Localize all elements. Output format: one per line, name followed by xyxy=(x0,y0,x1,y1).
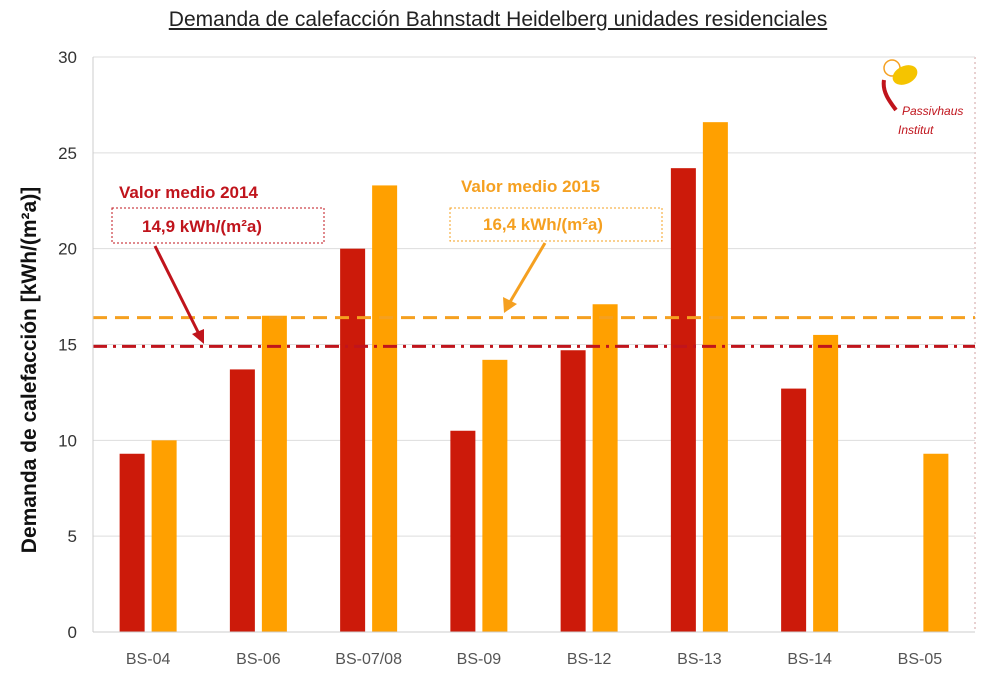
annotation-2015: Valor medio 2015 16,4 kWh/(m²a) xyxy=(449,177,663,313)
bar-series2 xyxy=(702,122,728,633)
x-tick-label: BS-06 xyxy=(236,651,281,668)
y-tick-label: 0 xyxy=(68,623,77,642)
x-tick-label: BS-14 xyxy=(787,651,832,668)
bar-series1 xyxy=(450,430,476,632)
logo-line1: Passivhaus xyxy=(902,104,963,118)
annotation-2015-value: 16,4 kWh/(m²a) xyxy=(483,215,603,234)
bar-series2 xyxy=(482,359,508,632)
x-tick-label: BS-07/08 xyxy=(335,651,402,668)
annotation-2015-title: Valor medio 2015 xyxy=(461,177,600,196)
annotation-2014-title: Valor medio 2014 xyxy=(119,183,258,202)
annotation-2014-value: 14,9 kWh/(m²a) xyxy=(142,217,262,236)
logo-line2: Institut xyxy=(898,123,934,137)
logo-leaf-icon xyxy=(892,65,918,85)
chart-title: Demanda de calefacción Bahnstadt Heidelb… xyxy=(168,8,828,31)
x-tick-label: BS-05 xyxy=(898,651,943,668)
bar-series1 xyxy=(340,248,366,632)
y-tick-label: 5 xyxy=(68,527,77,546)
grid-lines xyxy=(93,56,976,632)
passivhaus-logo: Passivhaus Institut xyxy=(881,59,963,137)
y-tick-label: 25 xyxy=(58,144,77,163)
x-tick-label: BS-13 xyxy=(677,651,722,668)
annotation-2014-arrowhead xyxy=(192,329,204,344)
annotation-2014-arrow xyxy=(153,245,202,337)
bar-series2 xyxy=(592,304,618,632)
y-tick-label: 20 xyxy=(58,240,77,259)
logo-stem-icon xyxy=(881,79,898,112)
annotation-2014: Valor medio 2014 14,9 kWh/(m²a) xyxy=(111,183,325,344)
x-tick-label: BS-12 xyxy=(567,651,612,668)
annotation-2015-arrowhead xyxy=(503,297,517,313)
bar-series2 xyxy=(813,334,839,632)
bar-series2 xyxy=(151,440,177,632)
bar-series2 xyxy=(923,453,949,632)
bar-series2 xyxy=(261,315,287,632)
y-tick-label: 15 xyxy=(58,336,77,355)
bar-series1 xyxy=(670,168,696,632)
bar-series2 xyxy=(372,185,398,632)
bar-series1 xyxy=(560,350,586,632)
reference-lines xyxy=(93,316,975,348)
bar-series1 xyxy=(229,369,255,632)
bar-series1 xyxy=(781,388,807,632)
bars xyxy=(119,122,949,633)
bar-series1 xyxy=(119,453,145,632)
x-tick-label: BS-04 xyxy=(126,651,171,668)
annotation-2015-arrow xyxy=(508,242,547,303)
axes: 0 5 10 15 20 25 30 BS-04 BS-06 BS-07/08 BS-09 BS-12… xyxy=(58,48,975,668)
y-tick-label: 30 xyxy=(58,48,77,67)
x-tick-label: BS-09 xyxy=(457,651,502,668)
y-tick-label: 10 xyxy=(58,431,77,450)
